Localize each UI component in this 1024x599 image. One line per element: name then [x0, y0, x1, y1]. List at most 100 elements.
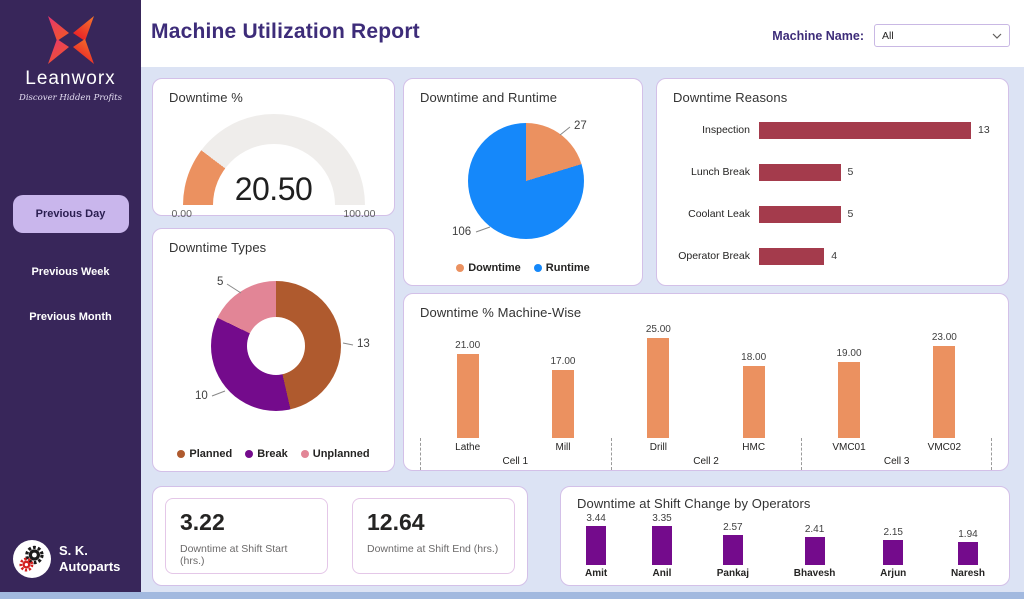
operator-bar[interactable]: [586, 526, 607, 566]
nav-previous-week[interactable]: Previous Week: [0, 266, 141, 278]
kpi-shift-start: 3.22 Downtime at Shift Start (hrs.): [165, 498, 328, 574]
operator-bar-slot: 2.15 Arjun: [880, 513, 906, 581]
donut-label-break: 10: [195, 390, 208, 402]
nav-previous-month[interactable]: Previous Month: [0, 311, 141, 323]
machine-wise-chart: 21.00 Lathe 17.00 Mill Cell 1 25.00 Drill 18.00…: [420, 324, 992, 470]
pie-chart-area: 27 106: [404, 105, 642, 255]
machine-name-label: VMC01: [832, 442, 866, 453]
bar-value-label: 23.00: [931, 332, 957, 343]
gauge-min-label: 0.00: [171, 208, 192, 220]
company-name: S. K. Autoparts: [59, 542, 121, 574]
operator-name-label: Naresh: [951, 568, 985, 579]
brand-name: Leanworx: [25, 68, 116, 89]
chevron-down-icon: [992, 33, 1002, 39]
reason-row: Inspection 13: [671, 109, 994, 151]
operator-bar[interactable]: [722, 535, 743, 565]
operator-bar[interactable]: [883, 540, 904, 565]
page-title: Machine Utilization Report: [151, 20, 420, 43]
legend-dot: [456, 264, 465, 272]
card-title: Downtime %: [169, 90, 243, 105]
downtime-types-card: Downtime Types 13 10 5 Planned Break Unp…: [152, 228, 395, 472]
operator-bar-slot: 2.57 Pankaj: [717, 513, 749, 581]
reason-bar[interactable]: [759, 121, 971, 139]
machine-bar-slot: 25.00 Drill: [646, 324, 671, 456]
machine-bar[interactable]: [551, 370, 574, 438]
machine-bar-slot: 21.00 Lathe: [455, 340, 480, 456]
nav-previous-day[interactable]: Previous Day: [12, 195, 129, 233]
bar-value-label: 25.00: [645, 324, 671, 335]
pie-chart[interactable]: [468, 123, 584, 239]
reason-bar[interactable]: [759, 163, 841, 181]
bar-value-label: 19.00: [836, 348, 862, 359]
reason-value: 13: [978, 124, 990, 136]
company-badge: S. K. Autoparts: [0, 540, 141, 578]
operator-name-label: Arjun: [880, 568, 907, 579]
donut-chart-area: 13 10 5: [153, 255, 394, 451]
axis-separator-dashed: [610, 438, 612, 470]
bar-value-label: 18.00: [741, 352, 767, 363]
machine-wise-card: Downtime % Machine-Wise 21.00 Lathe 17.00 M…: [403, 293, 1009, 471]
company-logo-icon: [13, 540, 51, 578]
reason-label: Operator Break: [678, 250, 750, 262]
operator-bar-slot: 1.94 Naresh: [951, 513, 985, 581]
cell-label: Cell 3: [883, 456, 910, 467]
donut-label-unplanned: 5: [217, 276, 224, 288]
downtime-runtime-card: Downtime and Runtime 27 106 Downtime Run…: [403, 78, 643, 286]
reason-row: Operator Break 4: [671, 235, 994, 277]
operator-name-label: Bhavesh: [793, 568, 836, 579]
legend-dot: [533, 264, 542, 272]
machine-bars: 19.00 VMC01 23.00 VMC02: [801, 324, 992, 456]
legend-dot: [300, 450, 309, 458]
donut-label-planned: 13: [357, 338, 370, 350]
legend-dot: [245, 450, 254, 458]
axis-separator-dashed: [991, 438, 992, 470]
legend-item: Planned: [177, 448, 232, 460]
kpi-shift-end: 12.64 Downtime at Shift End (hrs.): [352, 498, 515, 574]
operator-bar-slot: 3.44 Amit: [585, 513, 607, 581]
gauge-scale: 0.00 100.00: [172, 208, 376, 220]
legend-item: Downtime: [456, 262, 521, 274]
machine-cell-group: 25.00 Drill 18.00 HMC Cell 2: [611, 324, 802, 470]
machine-bars: 25.00 Drill 18.00 HMC: [611, 324, 802, 456]
machine-name-label: HMC: [742, 442, 766, 453]
operator-name-label: Pankaj: [716, 568, 749, 579]
legend-dot: [177, 450, 186, 458]
axis-separator-dashed: [420, 438, 421, 470]
reason-bar[interactable]: [759, 205, 841, 223]
kpi-caption: Downtime at Shift Start (hrs.): [180, 543, 288, 567]
cell-label: Cell 1: [502, 456, 529, 467]
shift-kpi-card: 3.22 Downtime at Shift Start (hrs.) 12.6…: [152, 486, 528, 586]
kpi-value: 3.22: [180, 509, 225, 535]
operator-bar[interactable]: [957, 542, 978, 565]
operator-bar[interactable]: [804, 536, 825, 565]
machine-bar-slot: 23.00 VMC02: [928, 332, 961, 456]
operator-bar-slot: 2.41 Bhavesh: [794, 513, 836, 581]
machine-name-dropdown[interactable]: All: [874, 24, 1010, 47]
machine-bars: 21.00 Lathe 17.00 Mill: [420, 324, 611, 456]
reason-row: Lunch Break 5: [671, 151, 994, 193]
reason-label: Inspection: [702, 124, 750, 136]
reason-bar[interactable]: [759, 247, 825, 265]
machine-bar[interactable]: [838, 362, 860, 438]
downtime-reasons-card: Downtime Reasons Inspection 13 Lunch Break…: [656, 78, 1009, 286]
donut-legend: Planned Break Unplanned: [153, 448, 394, 460]
machine-bar[interactable]: [456, 354, 479, 438]
legend-item: Runtime: [533, 262, 590, 274]
reason-value: 5: [847, 208, 854, 220]
machine-name-value: All: [882, 29, 894, 42]
pie-callout-lines: [475, 126, 571, 233]
card-title: Downtime Types: [169, 240, 267, 255]
operator-name-label: Anil: [652, 568, 672, 579]
machine-bar[interactable]: [742, 366, 765, 438]
machine-bar-slot: 17.00 Mill: [550, 356, 575, 456]
gauge-value: 20.50: [234, 171, 313, 205]
machine-bar[interactable]: [647, 338, 670, 438]
machine-name-label: Drill: [649, 442, 667, 453]
donut-callout-lines: [211, 283, 354, 397]
machine-cell-group: 21.00 Lathe 17.00 Mill Cell 1: [420, 324, 611, 470]
card-title: Downtime Reasons: [673, 90, 788, 105]
downtime-percent-card: Downtime % 20.50 0.00 100.00: [152, 78, 395, 220]
operator-bar[interactable]: [651, 526, 672, 565]
machine-bar[interactable]: [933, 346, 956, 438]
card-title: Downtime and Runtime: [420, 90, 558, 105]
